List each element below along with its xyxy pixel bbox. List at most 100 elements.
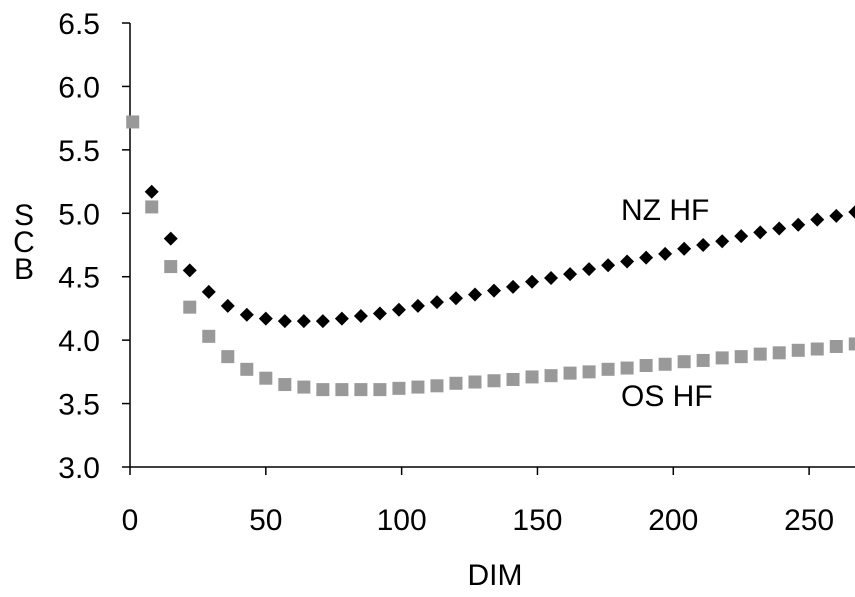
data-point-square <box>145 200 159 214</box>
data-point-diamond <box>182 263 197 278</box>
data-point-square <box>430 379 444 393</box>
data-point-square <box>563 366 577 380</box>
data-point-diamond <box>601 258 616 273</box>
data-point-diamond <box>696 238 711 252</box>
data-point-square <box>734 350 748 364</box>
data-point-diamond <box>620 254 635 269</box>
data-point-square <box>506 372 520 386</box>
data-point-diamond <box>220 298 235 313</box>
x-axis-title: DIM <box>468 559 523 592</box>
x-tick-label: 50 <box>249 504 282 537</box>
data-point-diamond <box>315 314 330 329</box>
data-point-square <box>164 260 178 274</box>
data-point-square <box>753 347 767 361</box>
data-point-diamond <box>258 311 273 326</box>
data-point-square <box>202 329 216 343</box>
data-point-diamond <box>753 225 768 240</box>
data-point-square <box>373 383 387 397</box>
data-point-diamond <box>734 229 749 244</box>
data-point-square <box>639 359 653 373</box>
y-tick-label: 4.0 <box>58 325 100 358</box>
data-point-diamond <box>391 302 406 317</box>
data-point-diamond <box>353 309 368 324</box>
data-point-square <box>772 346 786 360</box>
data-point-square <box>259 371 273 385</box>
x-tick-label: 150 <box>512 504 562 537</box>
data-point-square <box>297 380 311 394</box>
data-point-square <box>620 361 634 375</box>
data-point-diamond <box>277 314 292 329</box>
x-tick-label: 250 <box>784 504 834 537</box>
data-point-diamond <box>525 274 540 289</box>
data-point-diamond <box>144 184 159 199</box>
data-point-diamond <box>810 212 825 227</box>
y-tick-label: 3.0 <box>58 452 100 485</box>
data-point-square <box>677 355 691 369</box>
y-axis-ticks: 3.0 3.5 4.0 4.5 5.0 5.5 6.0 6.5 <box>58 8 130 485</box>
series-label-nz-hf: NZ HF <box>621 194 709 227</box>
data-point-square <box>240 362 254 376</box>
data-point-diamond <box>429 295 444 310</box>
data-point-square <box>601 362 615 376</box>
data-point-diamond <box>639 250 654 265</box>
data-point-square <box>544 369 558 383</box>
series-layer <box>126 115 855 397</box>
data-point-square <box>525 370 539 384</box>
data-point-square <box>848 337 855 351</box>
x-tick-label: 200 <box>648 504 698 537</box>
data-point-diamond <box>677 241 692 256</box>
data-point-square <box>582 365 596 379</box>
y-tick-label: 5.0 <box>58 198 100 231</box>
data-point-square <box>221 350 235 364</box>
series-label-os-hf: OS HF <box>621 380 713 413</box>
y-tick-label: 3.5 <box>58 389 100 422</box>
data-point-diamond <box>448 291 463 306</box>
data-point-diamond <box>563 267 578 282</box>
data-point-diamond <box>848 205 855 219</box>
data-point-square <box>487 374 501 388</box>
data-point-diamond <box>791 217 806 232</box>
data-point-square <box>449 376 463 390</box>
y-tick-label: 6.0 <box>58 71 100 104</box>
data-point-diamond <box>410 298 425 313</box>
data-point-square <box>278 378 292 392</box>
x-tick-label: 0 <box>122 504 139 537</box>
data-point-diamond <box>658 246 673 261</box>
y-tick-label: 4.5 <box>58 262 100 295</box>
y-tick-label: 6.5 <box>58 8 100 41</box>
x-tick-label: 100 <box>377 504 427 537</box>
series-nz-hf <box>144 184 855 329</box>
data-point-square <box>791 343 805 357</box>
data-point-diamond <box>163 231 178 246</box>
data-point-square <box>354 383 368 397</box>
data-point-square <box>335 383 349 397</box>
data-point-diamond <box>334 311 349 326</box>
plot-area <box>129 23 855 468</box>
data-point-diamond <box>487 283 501 298</box>
data-point-diamond <box>506 279 521 294</box>
data-point-diamond <box>829 208 844 223</box>
y-tick-label: 5.5 <box>58 135 100 168</box>
data-point-diamond <box>296 314 311 329</box>
data-point-square <box>411 380 425 394</box>
data-point-square <box>715 351 729 365</box>
data-point-diamond <box>544 270 559 285</box>
data-point-diamond <box>715 234 730 249</box>
data-point-square <box>126 115 140 129</box>
data-point-square <box>468 375 482 389</box>
data-point-diamond <box>201 284 216 299</box>
data-point-square <box>392 381 406 395</box>
data-point-square <box>183 300 197 314</box>
data-point-diamond <box>582 262 597 277</box>
data-point-square <box>316 383 330 397</box>
data-point-square <box>810 342 824 356</box>
data-point-diamond <box>372 306 387 321</box>
data-point-diamond <box>239 307 254 322</box>
data-point-square <box>658 357 672 371</box>
data-point-diamond <box>467 287 482 302</box>
data-point-diamond <box>772 221 787 236</box>
data-point-square <box>696 353 710 367</box>
x-axis-ticks: 0 50 100 150 200 250 <box>122 467 834 537</box>
